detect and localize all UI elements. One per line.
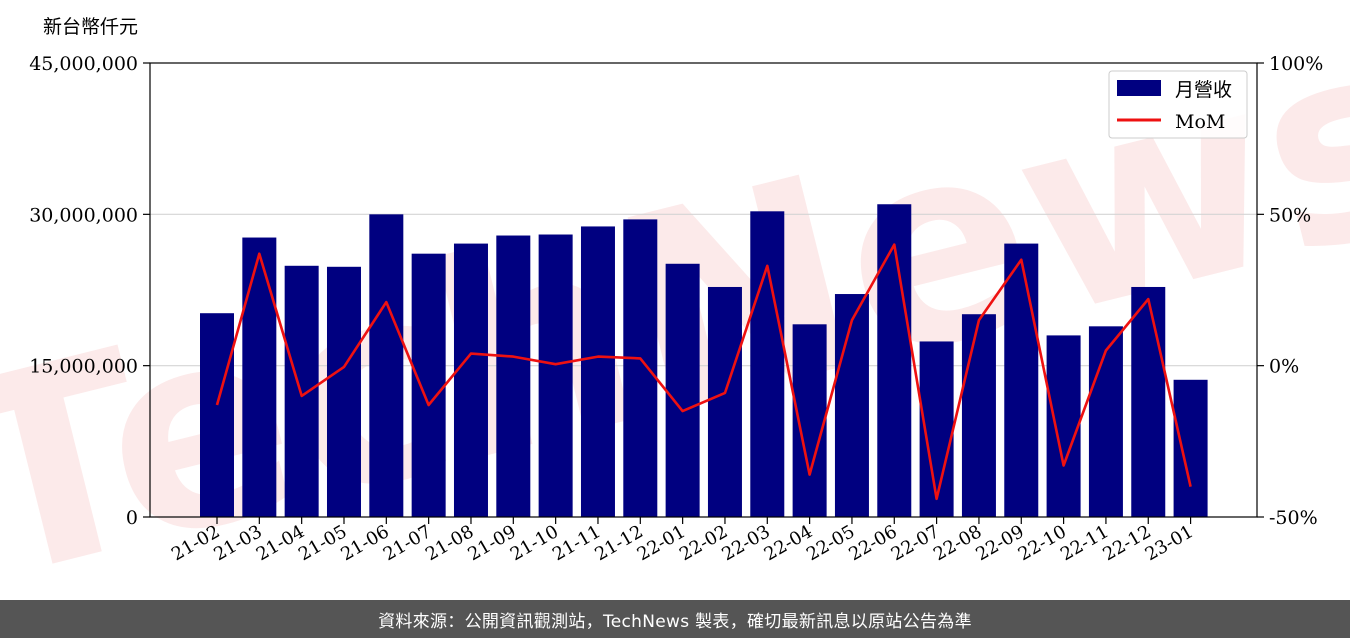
mom-line [215,243,1192,501]
ytick-label: 45,000,000 [29,53,138,75]
bar-21-06 [369,214,404,518]
y-axis-left: 0 15,000,000 30,000,000 45,000,000 [29,53,150,529]
legend-label-revenue: 月營收 [1175,79,1232,101]
bar-22-09 [1004,243,1039,517]
footer-text: 資料來源：公開資訊觀測站，TechNews 製表，確切最新訊息以原站公告為準 [378,611,972,632]
bar-21-03 [242,237,277,517]
y2tick-label: 50% [1269,204,1311,226]
ytick-label: 15,000,000 [29,356,138,378]
xtick-label: 23-01 [1142,521,1197,565]
bar-22-06 [877,204,912,517]
bar-21-05 [326,266,361,517]
bar-22-10 [1046,335,1081,517]
bar-22-11 [1088,326,1123,517]
bar-21-02 [200,313,234,517]
legend: 月營收 MoM [1108,70,1248,139]
source-footer: 資料來源：公開資訊觀測站，TechNews 製表，確切最新訊息以原站公告為準 [0,600,1350,638]
y2tick-label: -50% [1269,507,1318,529]
bar-22-05 [834,294,869,517]
bar-21-12 [623,219,658,517]
y2tick-label: 100% [1269,53,1323,75]
bar-21-07 [411,253,446,517]
legend-label-mom: MoM [1175,111,1225,133]
bar-21-11 [580,226,615,517]
y2tick-label: 0% [1269,356,1299,378]
y-axis-right: -50% 0% 50% 100% [1257,53,1323,529]
bar-22-12 [1131,286,1166,517]
bar-22-03 [750,211,785,517]
bar-21-09 [496,235,531,517]
bar-22-08 [961,314,996,517]
mom-line-layer [215,243,1192,501]
revenue-chart: TechNews 015,000,00030,000,00045,000,000… [0,0,1350,600]
plot-frame [149,62,1258,518]
y-axis-label: 新台幣仟元 [43,16,138,38]
legend-bar-swatch [1117,80,1161,96]
bar-21-10 [538,234,573,517]
ytick-label: 0 [126,507,138,529]
bar-23-01 [1173,379,1208,517]
bar-22-02 [707,286,742,517]
bar-21-08 [453,243,488,517]
ytick-label: 30,000,000 [29,204,138,226]
bar-22-01 [665,263,700,517]
